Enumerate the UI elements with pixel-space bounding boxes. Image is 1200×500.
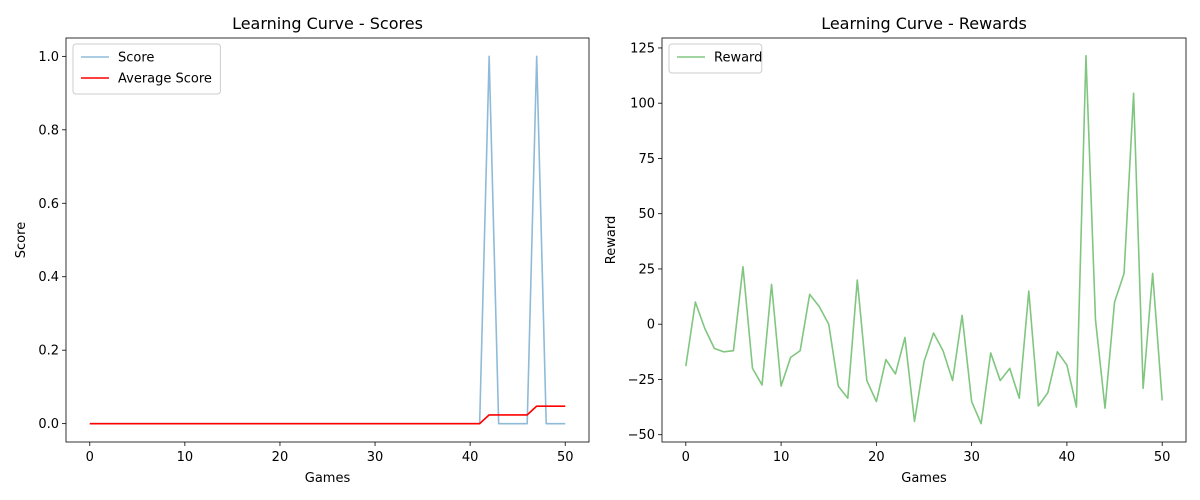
y-axis-label: Reward [604,216,619,264]
y-tick-label: 125 [630,41,655,56]
series-line-reward [685,54,1163,425]
legend-label: Score [118,51,154,66]
x-axis-label: Games [901,471,947,486]
y-tick-label: 0 [647,318,655,333]
x-tick-label: 20 [272,450,289,465]
y-tick-label: 50 [638,207,655,222]
x-tick-label: 40 [1059,450,1076,465]
x-tick-label: 40 [462,450,479,465]
x-tick-label: 10 [177,450,194,465]
y-tick-label: 0.0 [38,417,59,432]
axes-frame [65,37,590,443]
y-tick-label: 0.8 [38,123,59,138]
x-tick-label: 30 [963,450,980,465]
legend-label: Average Score [118,72,212,87]
x-tick-label: 20 [868,450,885,465]
axes-frame [661,37,1187,443]
legend-box [72,43,221,95]
y-tick-label: 25 [638,262,655,277]
x-tick-label: 50 [1154,450,1171,465]
y-tick-label: −50 [628,428,655,443]
y-tick-label: 1.0 [38,50,59,65]
scores-chart: Learning Curve - Scores 0 10 20 30 40 50 0.0 0.2… [14,14,590,486]
y-axis-label: Score [14,222,29,258]
legend-label: Reward [714,51,762,66]
rewards-chart: Learning Curve - Rewards 0 10 20 30 40 50 −50 −2… [604,14,1187,486]
series-line-average-score [89,405,566,425]
x-tick-label: 30 [367,450,384,465]
y-tick-label: −25 [628,373,655,388]
legend-box [668,43,763,74]
x-axis-label: Games [305,471,351,486]
y-tick-label: 0.2 [38,344,59,359]
x-tick-label: 50 [557,450,574,465]
x-tick-label: 0 [86,450,94,465]
y-tick-label: 0.6 [38,197,59,212]
y-tick-label: 75 [638,152,655,167]
y-tick-label: 100 [630,97,655,112]
x-tick-label: 10 [773,450,790,465]
chart-title: Learning Curve - Scores [232,14,423,33]
y-tick-label: 0.4 [38,270,59,285]
x-tick-label: 0 [682,450,690,465]
chart-title: Learning Curve - Rewards [821,14,1027,33]
